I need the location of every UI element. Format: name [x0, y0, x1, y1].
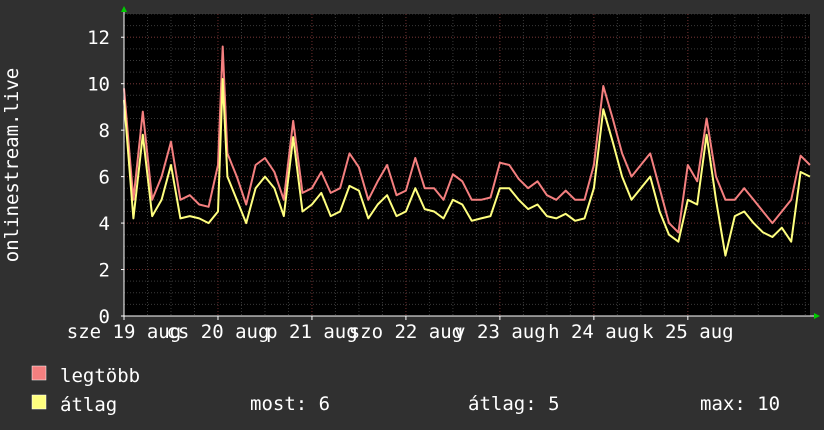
y-tick-label: 8 [99, 120, 110, 142]
y-tick-label: 4 [99, 213, 110, 235]
legend-swatch [31, 394, 47, 410]
x-tick-label: p 21 aug [266, 321, 358, 343]
x-tick-label: sze 19 aug [67, 321, 181, 343]
series-line-atlag [123, 78, 811, 257]
x-axis-arrow [814, 313, 820, 319]
y-tick-label: 0 [99, 306, 110, 328]
x-tick-label: cs 20 aug [166, 321, 269, 343]
y-tick-label: 12 [87, 27, 110, 49]
x-tick-label: h 24 aug [548, 321, 640, 343]
legend-label: átlag [60, 394, 117, 416]
stat-most: most: 6 [250, 393, 330, 415]
legend-swatch [31, 365, 47, 381]
y-tick-label: 10 [87, 74, 110, 96]
y-axis-title: onlinestream.live [1, 68, 23, 262]
y-axis-arrow [121, 6, 127, 12]
stat-max: max: 10 [700, 393, 780, 415]
x-tick-label: szo 22 aug [349, 321, 463, 343]
stat-atlag: átlag: 5 [468, 393, 560, 415]
x-tick-label: v 23 aug [454, 321, 546, 343]
legend-label: legtöbb [60, 365, 140, 387]
x-tick-label: k 25 aug [642, 321, 734, 343]
series-line-legtobb [123, 45, 811, 234]
y-tick-label: 2 [99, 260, 110, 282]
y-tick-label: 6 [99, 167, 110, 189]
